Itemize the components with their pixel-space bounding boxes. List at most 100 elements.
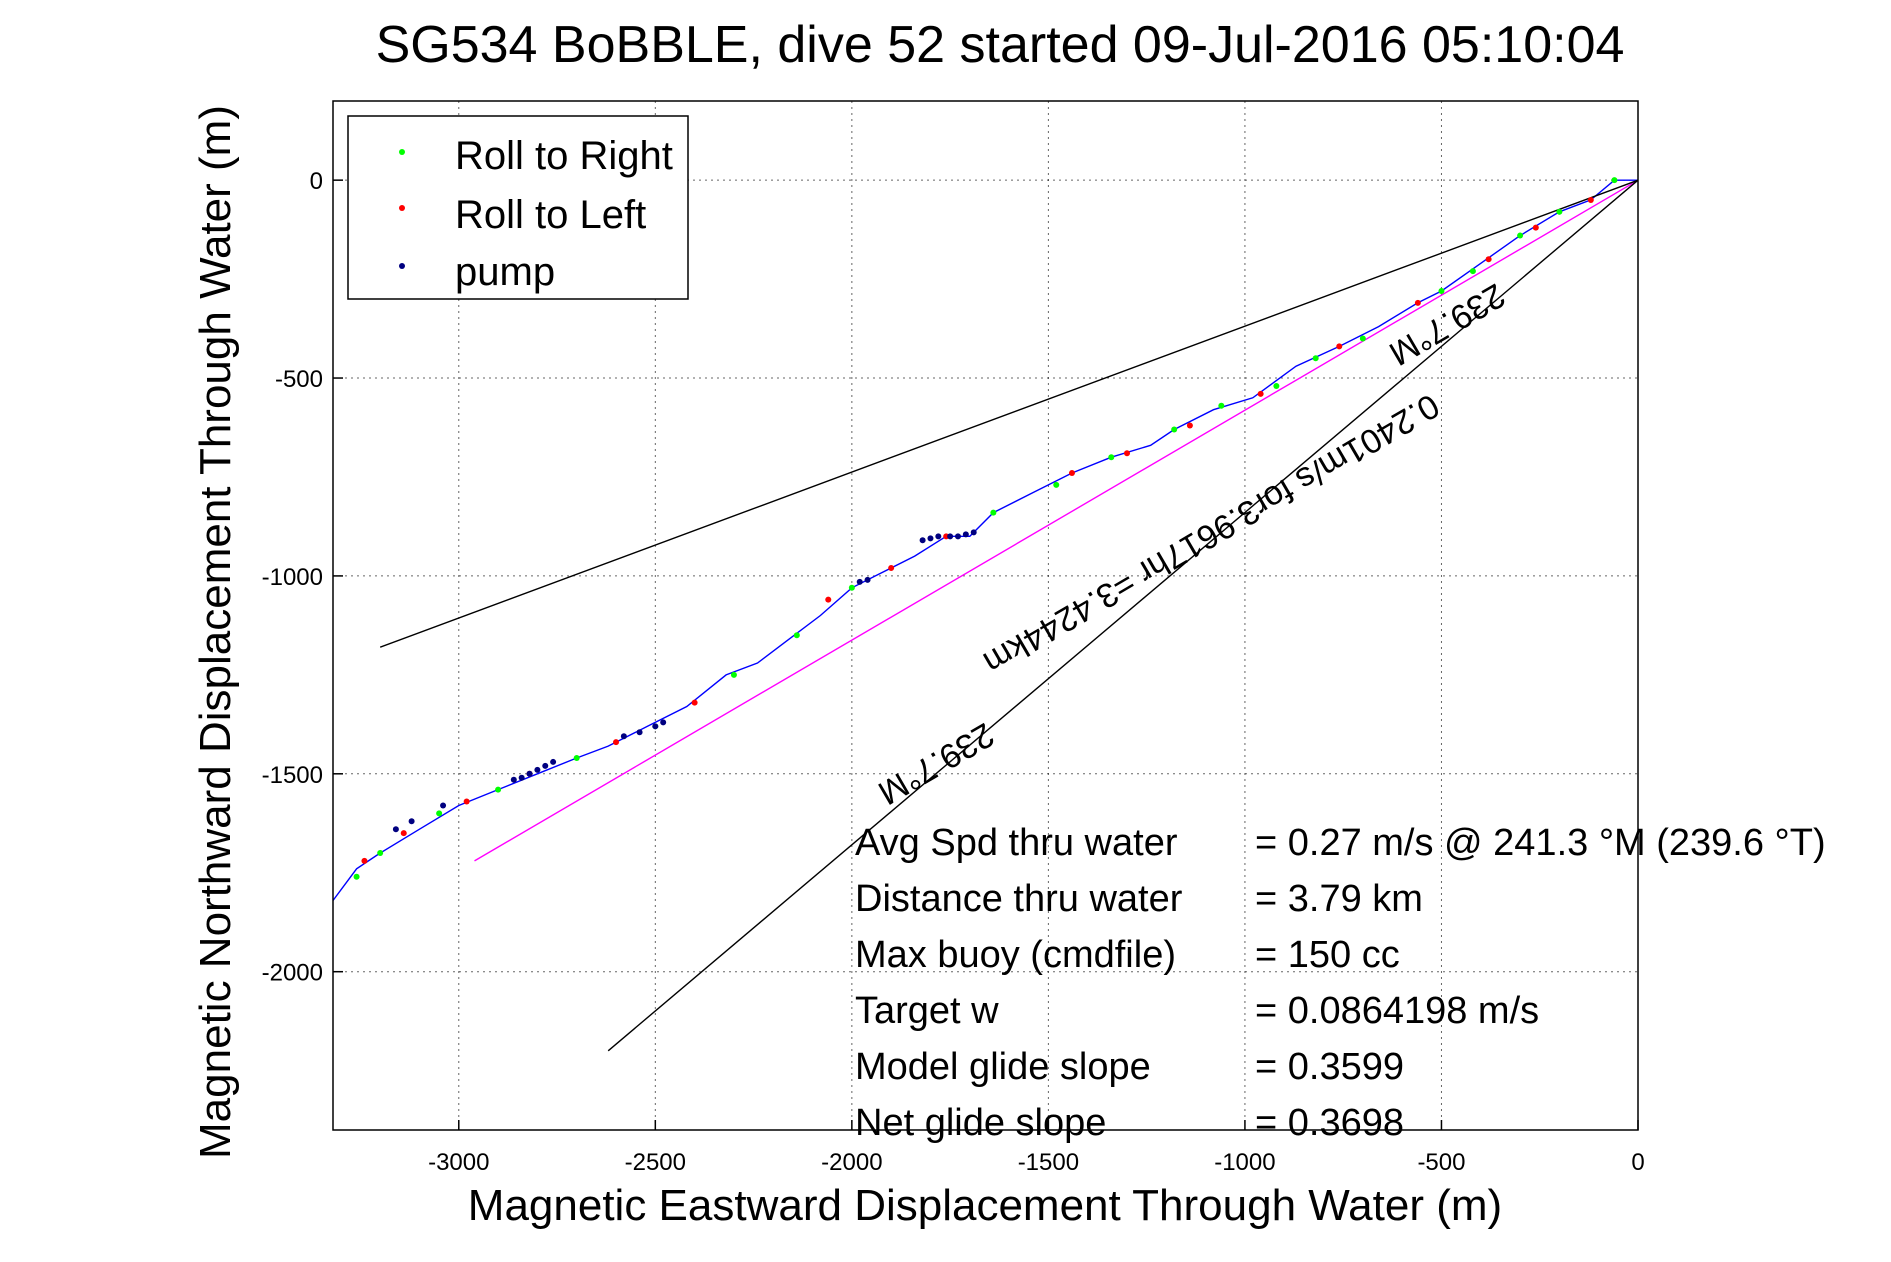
series-envelope-upper	[379, 179, 1639, 648]
pump-point	[518, 774, 525, 781]
annotation-heading-label: 239.7°M	[1383, 276, 1512, 373]
pump-point	[440, 802, 447, 809]
y-tick-label: -1000	[262, 564, 323, 591]
roll-right-point	[1171, 426, 1178, 433]
stat-label-model-glide: Model glide slope	[855, 1046, 1151, 1088]
roll-right-point	[353, 873, 360, 880]
roll-left-point	[1485, 256, 1492, 263]
y-tick-label: -2000	[262, 960, 323, 987]
roll-left-point	[400, 830, 407, 837]
roll-right-point	[848, 584, 855, 591]
pump-point	[526, 770, 533, 777]
series-layer	[332, 179, 1639, 1052]
x-tick-label: 0	[1631, 1149, 1644, 1176]
roll-right-point	[1611, 177, 1618, 184]
stat-label-net-glide: Net glide slope	[855, 1102, 1106, 1144]
x-tick-label: -2000	[821, 1149, 882, 1176]
x-tick-label: -1000	[1214, 1149, 1275, 1176]
roll-right-point	[1517, 232, 1524, 239]
roll-right-point	[730, 671, 737, 678]
pump-point	[660, 719, 667, 726]
series-envelope-lower	[607, 179, 1639, 1052]
roll-left-point	[1414, 299, 1421, 306]
legend-label-roll-left: Roll to Left	[455, 193, 646, 237]
annotation-heading-label: 239.7°M	[872, 715, 1001, 812]
roll-right-point	[793, 632, 800, 639]
stat-value-model-glide: = 0.3599	[1255, 1046, 1404, 1088]
roll-right-point	[573, 754, 580, 761]
roll-left-point	[691, 699, 698, 706]
roll-left-point	[463, 798, 470, 805]
stat-value-net-glide: = 0.3698	[1255, 1102, 1404, 1144]
roll-right-point	[1438, 287, 1445, 294]
roll-left-point	[825, 596, 832, 603]
roll-right-point	[1556, 208, 1563, 215]
y-tick-label: -1500	[262, 762, 323, 789]
x-tick-label: -2500	[625, 1149, 686, 1176]
legend-marker-pump	[399, 263, 405, 269]
roll-left-point	[1124, 450, 1131, 457]
pump-point	[919, 537, 926, 544]
pump-point	[856, 578, 863, 585]
axes-box	[332, 100, 1639, 1131]
roll-right-point	[436, 810, 443, 817]
legend-label-roll-right: Roll to Right	[455, 134, 673, 178]
stat-label-distance: Distance thru water	[855, 878, 1183, 920]
roll-left-point	[613, 739, 620, 746]
stat-label-max-buoy: Max buoy (cmdfile)	[855, 934, 1176, 976]
pump-point	[534, 766, 541, 773]
roll-left-point	[1587, 196, 1594, 203]
roll-right-point	[377, 849, 384, 856]
pump-point	[620, 733, 627, 740]
x-axis-label: Magnetic Eastward Displacement Through W…	[468, 1181, 1502, 1230]
series-track	[332, 179, 1638, 901]
roll-left-point	[1186, 422, 1193, 429]
stat-label-avg-speed: Avg Spd thru water	[855, 822, 1178, 864]
stat-label-target-w: Target w	[855, 990, 999, 1032]
roll-left-point	[361, 857, 368, 864]
x-tick-label: -3000	[428, 1149, 489, 1176]
stat-value-avg-speed: = 0.27 m/s @ 241.3 °M (239.6 °T)	[1255, 822, 1826, 864]
roll-right-point	[1053, 481, 1060, 488]
roll-right-point	[1312, 355, 1319, 362]
roll-left-point	[1336, 343, 1343, 350]
legend-marker-roll-left	[399, 205, 405, 211]
pump-point	[927, 535, 934, 542]
pump-point	[954, 533, 961, 540]
roll-left-point	[1257, 390, 1264, 397]
pump-point	[864, 576, 871, 583]
roll-left-point	[1068, 470, 1075, 477]
y-axis-label: Magnetic Northward Displacement Through …	[191, 105, 240, 1159]
roll-right-point	[990, 509, 997, 516]
x-tick-label: -500	[1417, 1149, 1465, 1176]
roll-left-point	[1532, 224, 1539, 231]
roll-right-point	[1359, 335, 1366, 342]
stat-value-distance: = 3.79 km	[1255, 878, 1423, 920]
y-tick-label: -500	[275, 366, 323, 393]
stat-value-target-w: = 0.0864198 m/s	[1255, 990, 1539, 1032]
legend: Roll to Right Roll to Left pump	[347, 115, 689, 300]
roll-right-point	[1218, 402, 1225, 409]
roll-right-point	[1469, 268, 1476, 275]
pump-point	[550, 758, 557, 765]
roll-right-point	[495, 786, 502, 793]
y-tick-label: 0	[310, 168, 323, 195]
legend-label-pump: pump	[455, 250, 555, 294]
pump-point	[542, 762, 549, 769]
roll-right-point	[1273, 382, 1280, 389]
pump-point	[947, 533, 954, 540]
stats-block: Avg Spd thru water = 0.27 m/s @ 241.3 °M…	[855, 822, 1826, 1144]
pump-point	[408, 818, 415, 825]
pump-point	[392, 826, 399, 833]
pump-point	[510, 776, 517, 783]
series-mean-track	[474, 179, 1639, 862]
stat-value-max-buoy: = 150 cc	[1255, 934, 1400, 976]
x-tick-label: -1500	[1018, 1149, 1079, 1176]
pump-point	[970, 529, 977, 536]
pump-point	[935, 533, 942, 540]
pump-point	[636, 729, 643, 736]
roll-left-point	[888, 565, 895, 572]
chart-title: SG534 BoBBLE, dive 52 started 09-Jul-201…	[376, 16, 1625, 74]
